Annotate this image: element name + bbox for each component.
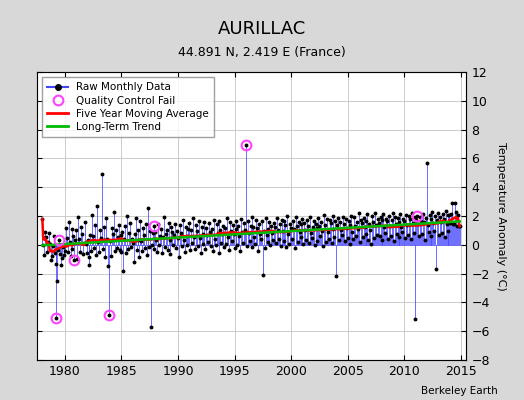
- Text: Berkeley Earth: Berkeley Earth: [421, 386, 498, 396]
- Legend: Raw Monthly Data, Quality Control Fail, Five Year Moving Average, Long-Term Tren: Raw Monthly Data, Quality Control Fail, …: [42, 77, 214, 137]
- Text: 44.891 N, 2.419 E (France): 44.891 N, 2.419 E (France): [178, 46, 346, 59]
- Text: AURILLAC: AURILLAC: [218, 20, 306, 38]
- Y-axis label: Temperature Anomaly (°C): Temperature Anomaly (°C): [496, 142, 506, 290]
